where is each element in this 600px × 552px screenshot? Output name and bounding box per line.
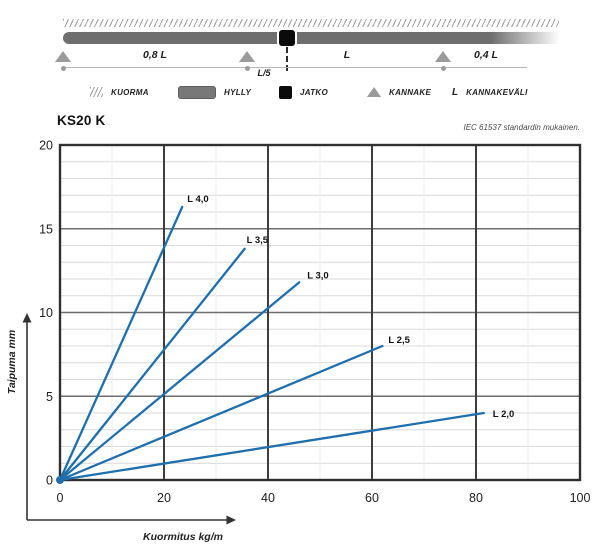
y-axis-arrow-head — [22, 313, 32, 323]
series-label: L 3,5 — [247, 235, 269, 246]
dimension-dot-1 — [61, 66, 66, 71]
x-tick-label: 80 — [469, 491, 483, 505]
y-axis-title: Taipuma mm — [6, 330, 18, 394]
y-tick-label: 5 — [46, 390, 53, 404]
series-label: L 3,0 — [307, 270, 328, 281]
plot-border — [58, 143, 582, 482]
legend-item-hylly: HYLLY — [178, 84, 251, 100]
x-tick-label: 60 — [365, 491, 379, 505]
series-line — [58, 344, 384, 482]
series-line — [58, 247, 246, 482]
legend-label: KUORMA — [111, 87, 149, 97]
series-line — [58, 281, 301, 482]
legend-item-jatko: JATKO — [279, 84, 328, 100]
span-label-overhang: 0,4 L — [474, 49, 498, 61]
y-tick-label: 10 — [39, 306, 53, 320]
dimension-dot-2 — [245, 66, 250, 71]
dimension-line — [63, 67, 527, 68]
bracket-triangle-1 — [55, 51, 71, 62]
legend-item-kannakevali: L KANNAKEVÄLI — [452, 84, 528, 100]
legend-item-kannake: KANNAKE — [367, 84, 431, 100]
span-label-offset: L/5 — [257, 68, 271, 78]
bracket-triangle-icon — [367, 87, 381, 97]
diagram-legend: KUORMA HYLLY JATKO KANNAKE L KANNAKEVÄLI — [0, 84, 600, 102]
joint-square-icon — [279, 85, 292, 99]
series-label: L 2,5 — [388, 335, 410, 346]
legend-label: KANNAKE — [389, 87, 432, 97]
origin-dot — [56, 476, 64, 484]
legend-item-kuorma: KUORMA — [90, 84, 149, 100]
load-hatch-strip — [63, 19, 559, 27]
x-axis-arrow-head — [226, 515, 236, 525]
legend-label: JATKO — [300, 87, 329, 97]
joint-dimension-dash — [286, 47, 288, 71]
bracket-triangle-3 — [435, 51, 451, 62]
x-tick-label: 40 — [261, 491, 275, 505]
x-tick-label: 0 — [57, 491, 64, 505]
span-label-left: 0,8 L — [143, 49, 167, 61]
dimension-dot-3 — [441, 66, 446, 71]
x-axis-title: Kuormitus kg/m — [143, 531, 223, 543]
series-label: L 2,0 — [493, 409, 514, 420]
series-label: L 4,0 — [187, 194, 208, 205]
y-tick-label: 20 — [39, 139, 53, 153]
bracket-triangle-2 — [239, 51, 255, 62]
series-line — [58, 411, 485, 482]
span-letter-icon: L — [452, 86, 459, 98]
joint-square — [279, 30, 295, 46]
standard-note: IEC 61537 standardin mukainen. — [463, 123, 580, 132]
x-tick-label: 100 — [570, 491, 591, 505]
legend-label: HYLLY — [224, 87, 252, 97]
load-hatch-icon — [90, 87, 103, 97]
x-tick-label: 20 — [157, 491, 171, 505]
series-line — [58, 205, 184, 482]
shelf-bar-icon — [178, 85, 216, 99]
span-label-right: L — [343, 49, 351, 61]
chart-title: KS20 K — [57, 113, 106, 128]
legend-label: KANNAKEVÄLI — [466, 87, 528, 97]
shelf-bar — [63, 32, 560, 44]
y-tick-label: 0 — [46, 474, 53, 488]
y-tick-label: 15 — [39, 222, 53, 236]
